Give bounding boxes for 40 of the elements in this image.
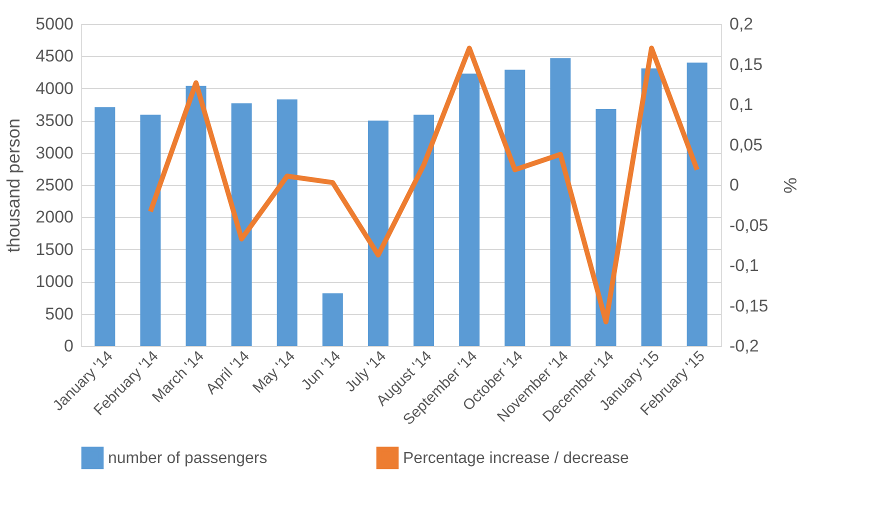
x-tick-label: Jun '14 [298,348,344,394]
y-tick-label: 0 [64,336,74,356]
bar [596,109,616,346]
legend-label: Percentage increase / decrease [403,450,630,467]
y2-axis-title: % [780,177,800,194]
bar [414,114,434,346]
y-tick-label: 1500 [36,240,74,259]
bar [368,120,388,346]
y2-tick-label: 0,2 [730,14,754,34]
y2-tick-label: -0,05 [730,216,768,235]
bar [140,114,161,346]
legend-label: number of passengers [108,450,268,467]
bar [231,103,252,346]
y-tick-label: 3500 [36,111,74,130]
bar [459,74,480,346]
y-axis-title: thousand person [4,118,24,253]
y2-tick-label: -0,1 [730,256,759,275]
y-tick-label: 1000 [36,272,74,292]
bar [322,293,343,346]
bar [550,58,571,346]
bar [504,70,526,346]
y2-tick-label: 0,05 [730,135,763,154]
x-tick-label: May '14 [250,348,298,397]
bar [186,86,206,346]
y-tick-label: 500 [45,304,74,324]
bar [276,99,298,346]
y-tick-label: 4500 [36,46,74,66]
bar [94,107,116,346]
y2-tick-label: 0,15 [730,54,763,74]
y2-tick-label: -0,15 [730,296,768,316]
y-tick-label: 3000 [36,143,74,162]
bar [641,68,662,346]
bar [686,62,708,346]
y-tick-label: 4000 [36,78,74,98]
y-tick-label: 2000 [36,208,74,227]
y-tick-label: 5000 [36,14,74,34]
y2-tick-label: 0,1 [730,95,754,114]
y-tick-label: 2500 [36,176,74,194]
y2-tick-label: -0,2 [730,336,759,356]
y2-tick-label: 0 [730,176,739,194]
